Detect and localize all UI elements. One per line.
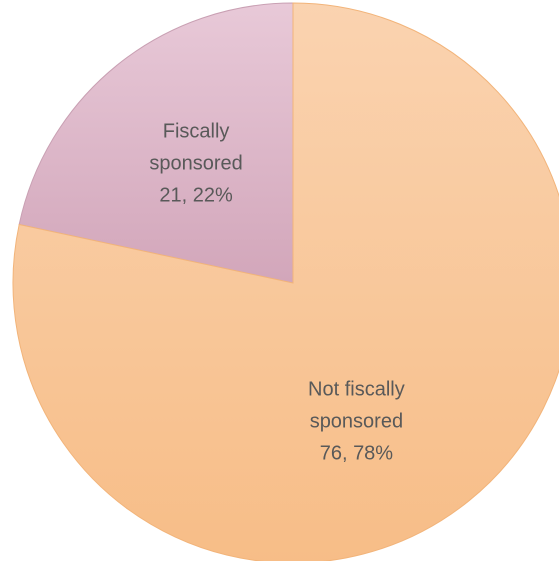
pie-label-line: sponsored — [149, 152, 242, 174]
pie-label-line: 76, 78% — [320, 442, 394, 464]
pie-label-line: 21, 22% — [159, 184, 233, 206]
pie-slice-fiscally-sponsored — [18, 2, 294, 284]
pie-label-line: Fiscally — [163, 120, 230, 142]
pie-label-line: sponsored — [310, 410, 403, 432]
pie-slice-label: Fiscally sponsored 21, 22% — [149, 120, 242, 206]
pie-label-line: Not fiscally — [308, 378, 405, 400]
pie-labels: Fiscally sponsored 21, 22% Not fiscally spon… — [149, 120, 404, 464]
pie-slice-label: Not fiscally sponsored 76, 78% — [308, 378, 405, 464]
pie-slice-not-fiscally-sponsored — [12, 2, 559, 561]
pie-slices — [12, 2, 559, 561]
